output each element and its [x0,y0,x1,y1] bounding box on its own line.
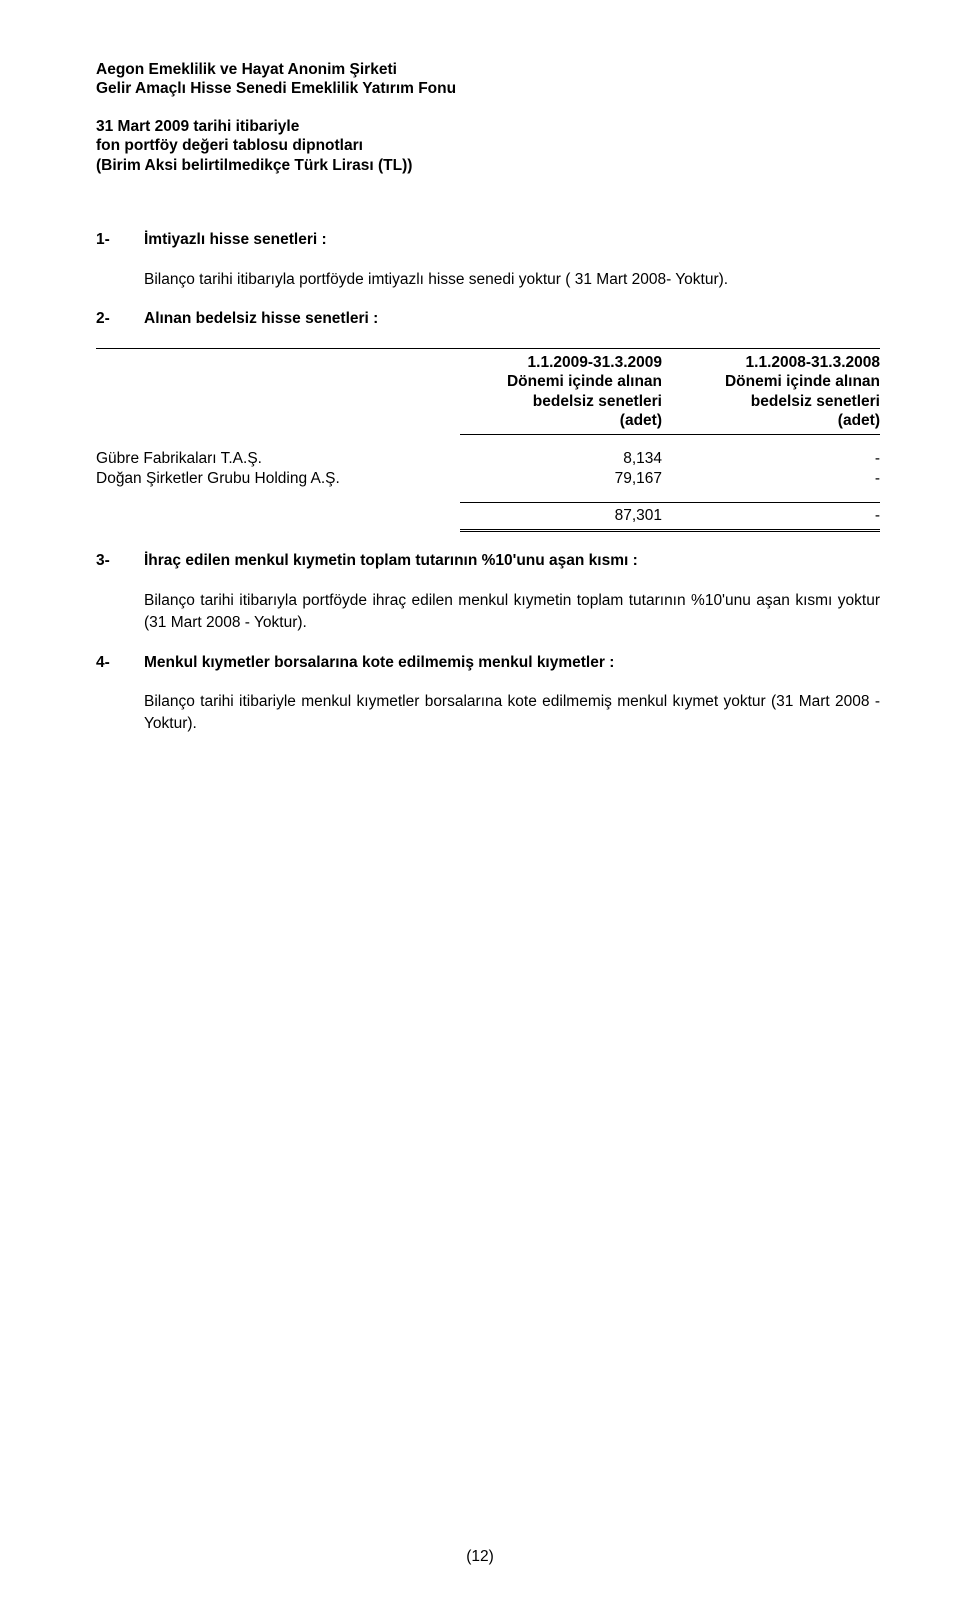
table-row-label: Doğan Şirketler Grubu Holding A.Ş. [96,469,460,489]
table-total-row: 87,301 - [96,503,880,531]
table-total-value1: 87,301 [460,503,670,531]
document-header: Aegon Emeklilik ve Hayat Anonim Şirketi … [96,60,880,175]
table-row-value2: - [670,449,880,469]
section-1: 1- İmtiyazlı hisse senetleri : [96,229,880,251]
table-header-col2: 1.1.2008-31.3.2008 Dönemi içinde alınan … [670,348,880,435]
section-1-number: 1- [96,229,144,251]
section-4-title: Menkul kıymetler borsalarına kote edilme… [144,652,880,674]
company-name-1: Aegon Emeklilik ve Hayat Anonim Şirketi [96,60,880,79]
table-total-value2: - [670,503,880,531]
page-number: (12) [0,1548,960,1566]
section-1-body: Bilanço tarihi itibarıyla portföyde imti… [144,269,880,291]
header-unit: (Birim Aksi belirtilmedikçe Türk Lirası … [96,156,880,175]
section-2-title: Alınan bedelsiz hisse senetleri : [144,308,880,330]
section-4: 4- Menkul kıymetler borsalarına kote edi… [96,652,880,674]
section-3: 3- İhraç edilen menkul kıymetin toplam t… [96,550,880,572]
section-2-number: 2- [96,308,144,330]
section-1-title: İmtiyazlı hisse senetleri : [144,229,880,251]
table-header-row: 1.1.2009-31.3.2009 Dönemi içinde alınan … [96,348,880,435]
table-row-value2: - [670,469,880,489]
table-row-value1: 79,167 [460,469,670,489]
table-row: Doğan Şirketler Grubu Holding A.Ş. 79,16… [96,469,880,489]
section-3-title: İhraç edilen menkul kıymetin toplam tuta… [144,550,880,572]
bedelsiz-senetler-table: 1.1.2009-31.3.2009 Dönemi içinde alınan … [96,348,880,533]
section-2: 2- Alınan bedelsiz hisse senetleri : [96,308,880,330]
table-row: Gübre Fabrikaları T.A.Ş. 8,134 - [96,449,880,469]
header-title: fon portföy değeri tablosu dipnotları [96,136,880,155]
table-row-value1: 8,134 [460,449,670,469]
section-4-number: 4- [96,652,144,674]
section-3-number: 3- [96,550,144,572]
section-4-body: Bilanço tarihi itibariyle menkul kıymetl… [144,691,880,734]
header-date: 31 Mart 2009 tarihi itibariyle [96,117,880,136]
table-row-label: Gübre Fabrikaları T.A.Ş. [96,449,460,469]
table-header-col1: 1.1.2009-31.3.2009 Dönemi içinde alınan … [460,348,670,435]
company-name-2: Gelir Amaçlı Hisse Senedi Emeklilik Yatı… [96,79,880,98]
section-3-body: Bilanço tarihi itibarıyla portföyde ihra… [144,590,880,633]
